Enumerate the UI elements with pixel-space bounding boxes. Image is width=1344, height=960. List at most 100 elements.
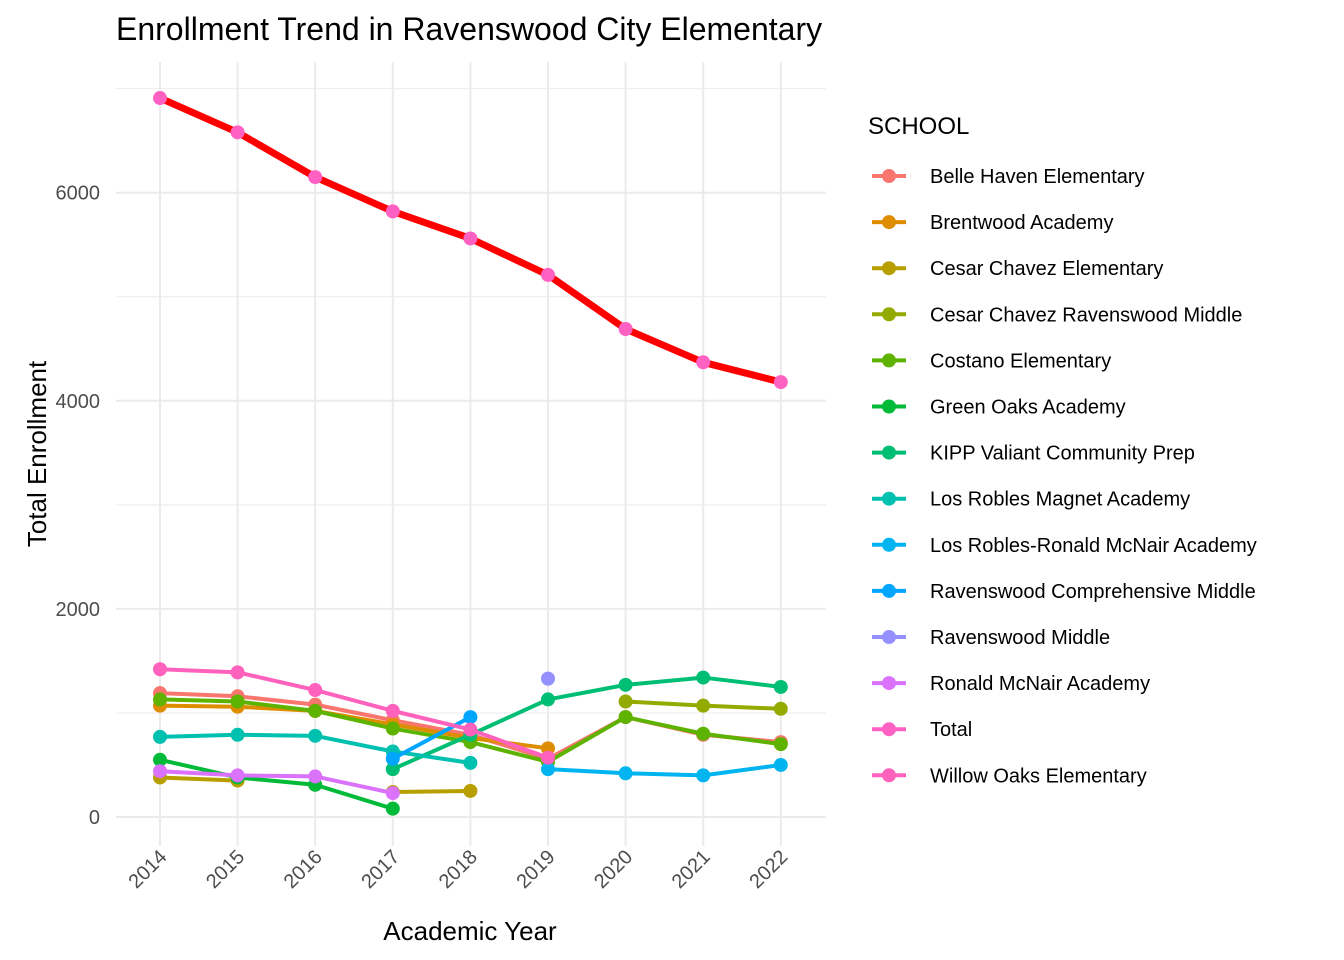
series-total: [153, 91, 788, 390]
legend-key-point: [882, 676, 896, 691]
series-ravenswood-comprehensive-middle: [385, 710, 478, 766]
series-los-robles-ronald-mcnair-academy: [541, 757, 788, 783]
x-tick-label: 2018: [435, 846, 482, 893]
legend-item-total: Total: [872, 719, 972, 741]
data-point: [696, 768, 711, 783]
legend-label: KIPP Valiant Community Prep: [930, 443, 1195, 465]
data-point: [385, 801, 400, 816]
legend-key-point: [882, 215, 896, 230]
data-point: [153, 764, 167, 779]
legend-item-los-robles-magnet-academy: Los Robles Magnet Academy: [872, 489, 1190, 511]
legend-item-belle-haven-elementary: Belle Haven Elementary: [872, 166, 1145, 188]
series-line: [390, 715, 473, 761]
y-tick-label: 2000: [56, 599, 101, 621]
legend-item-cesar-chavez-elementary: Cesar Chavez Elementary: [872, 258, 1163, 280]
data-point: [696, 670, 711, 685]
legend-item-cesar-chavez-ravenswood-middle: Cesar Chavez Ravenswood Middle: [872, 304, 1242, 326]
data-point: [230, 125, 245, 140]
data-point: [618, 710, 633, 725]
chart-title: Enrollment Trend in Ravenswood City Elem…: [116, 11, 822, 47]
data-point: [385, 751, 400, 766]
y-tick-labels: 0 2000 4000 6000: [56, 183, 101, 829]
data-point: [308, 170, 323, 185]
legend-label: Cesar Chavez Elementary: [930, 258, 1163, 280]
data-point: [618, 322, 633, 337]
legend-item-brentwood-academy: Brentwood Academy: [872, 212, 1113, 234]
legend-label: Los Robles Magnet Academy: [930, 489, 1190, 511]
data-point: [385, 204, 400, 219]
data-point: [230, 768, 245, 783]
legend-key-point: [882, 169, 896, 183]
series-line: [158, 667, 550, 760]
data-point: [463, 710, 478, 725]
data-point: [541, 750, 555, 765]
legend-key-point: [882, 307, 896, 322]
legend-label: Willow Oaks Elementary: [930, 765, 1147, 787]
legend-key-point: [882, 491, 896, 506]
x-tick-label: 2020: [590, 846, 637, 893]
series-ravenswood-middle: [541, 671, 555, 686]
legend-item-green-oaks-academy: Green Oaks Academy: [872, 397, 1126, 419]
legend-label: Belle Haven Elementary: [930, 166, 1145, 188]
legend-key-point: [882, 630, 896, 644]
series-line: [546, 762, 783, 778]
x-tick-label: 2019: [513, 846, 560, 893]
legend-title: SCHOOL: [868, 113, 969, 140]
data-point: [541, 762, 555, 777]
y-tick-label: 0: [89, 807, 100, 829]
legend-item-kipp-valiant-community-prep: KIPP Valiant Community Prep: [872, 443, 1195, 465]
x-tick-label: 2015: [202, 846, 249, 893]
series-line: [158, 775, 240, 783]
data-point: [385, 721, 400, 736]
series-green-oaks-academy: [153, 752, 400, 816]
data-point: [463, 783, 478, 798]
data-point: [153, 729, 167, 744]
data-point: [308, 683, 323, 698]
legend-item-willow-oaks-elementary: Willow Oaks Elementary: [872, 765, 1147, 787]
x-tick-labels: 2014 2015 2016 2017 2018 2019 2020 2021 2022: [125, 846, 793, 893]
legend-label: Total: [930, 719, 972, 741]
data-point: [773, 375, 788, 390]
x-tick-label: 2014: [125, 846, 172, 893]
legend-label: Green Oaks Academy: [930, 397, 1126, 419]
legend-item-ravenswood-middle: Ravenswood Middle: [872, 627, 1110, 649]
data-point: [230, 665, 245, 680]
data-point: [230, 694, 245, 709]
data-point: [463, 722, 478, 737]
data-point: [541, 267, 555, 282]
series-line: [158, 703, 550, 751]
data-point: [308, 769, 323, 784]
data-point: [153, 752, 167, 767]
legend-key-point: [882, 399, 896, 414]
data-point: [385, 786, 400, 801]
legend-items: Belle Haven Elementary Brentwood Academy C…: [872, 166, 1257, 787]
data-point: [773, 737, 788, 752]
data-point: [153, 692, 167, 707]
data-point: [463, 231, 478, 246]
legend-key-point: [882, 583, 896, 598]
data-point: [773, 701, 788, 716]
data-point: [618, 694, 633, 709]
data-point: [541, 671, 555, 686]
data-point: [385, 762, 400, 777]
y-tick-label: 4000: [56, 391, 101, 413]
data-point: [773, 757, 788, 772]
legend-label: Los Robles-Ronald McNair Academy: [930, 535, 1257, 557]
data-point: [308, 703, 323, 718]
legend-label: Costano Elementary: [930, 350, 1111, 372]
legend-label: Cesar Chavez Ravenswood Middle: [930, 304, 1242, 326]
legend-label: Ravenswood Comprehensive Middle: [930, 581, 1256, 603]
data-point: [773, 679, 788, 694]
x-tick-label: 2016: [280, 846, 327, 893]
data-point: [696, 698, 711, 713]
data-point: [153, 662, 167, 677]
series-ronald-mcnair-academy: [153, 764, 400, 801]
legend-key-point: [882, 722, 896, 737]
legend-label: Ronald McNair Academy: [930, 673, 1150, 695]
x-axis-title: Academic Year: [383, 916, 557, 946]
y-tick-label: 6000: [56, 183, 101, 205]
series-line: [158, 757, 395, 811]
data-point: [153, 91, 167, 106]
data-point: [230, 727, 245, 742]
data-point: [385, 703, 400, 718]
